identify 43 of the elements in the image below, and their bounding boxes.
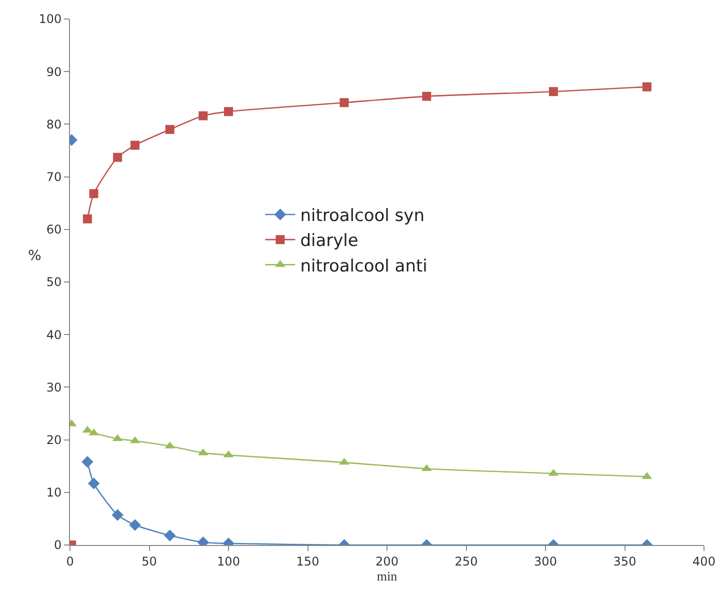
y-tick-label: 10 xyxy=(46,486,62,500)
y-tick-label: 0 xyxy=(54,538,62,552)
point xyxy=(340,98,349,108)
point xyxy=(88,428,99,436)
y-axis-title: % xyxy=(28,248,42,264)
legend-label: nitroalcool syn xyxy=(300,206,424,226)
point xyxy=(198,111,208,120)
x-tick-label: 150 xyxy=(296,554,320,568)
y-tick-label: 30 xyxy=(46,380,62,394)
point xyxy=(82,456,94,468)
legend-label: diaryle xyxy=(300,231,358,252)
x-tick-label: 350 xyxy=(613,554,636,568)
point xyxy=(548,87,558,96)
point xyxy=(165,124,174,134)
point xyxy=(112,509,124,521)
point xyxy=(113,152,122,162)
x-tick-label: 100 xyxy=(217,554,240,568)
y-tick-label: 60 xyxy=(46,222,62,237)
point xyxy=(82,214,92,224)
point xyxy=(164,530,176,542)
point xyxy=(88,478,100,490)
x-tick-label: 0 xyxy=(66,554,74,568)
y-tick-label: 40 xyxy=(46,328,62,342)
point xyxy=(129,519,141,531)
point xyxy=(89,189,98,198)
y-tick-label: 70 xyxy=(46,170,62,184)
y-tick-label: 50 xyxy=(46,275,62,290)
point xyxy=(224,107,233,116)
point xyxy=(339,458,350,465)
point xyxy=(642,82,652,92)
y-tick-label: 80 xyxy=(46,117,62,132)
y-tick-label: 20 xyxy=(46,433,62,447)
point xyxy=(422,92,432,101)
legend-label: nitroalcool anti xyxy=(300,256,428,276)
x-tick-label: 300 xyxy=(534,554,557,568)
x-tick-label: 400 xyxy=(692,554,716,568)
y-tick-label: 100 xyxy=(38,12,62,26)
x-tick-label: 200 xyxy=(376,554,398,568)
x-tick-label: 250 xyxy=(454,554,478,568)
x-tick-label: 50 xyxy=(142,554,157,568)
x-axis-title: min xyxy=(376,568,398,584)
y-tick-label: 90 xyxy=(46,64,62,79)
point xyxy=(130,140,140,150)
